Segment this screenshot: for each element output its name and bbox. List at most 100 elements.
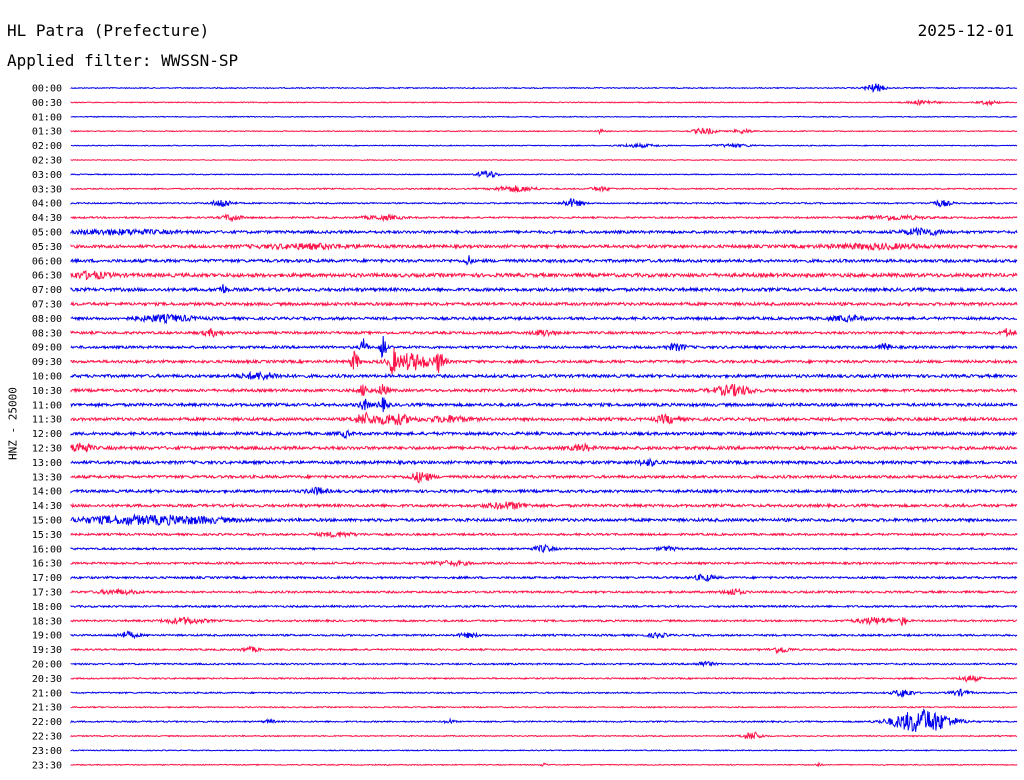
time-tick-label: 07:00 (32, 285, 62, 296)
time-tick-label: 21:30 (32, 703, 62, 714)
time-tick-label: 20:00 (32, 660, 62, 671)
trace-line (70, 604, 1018, 609)
trace-line (70, 559, 1018, 568)
time-tick-label: 18:00 (32, 602, 62, 613)
trace-line (70, 370, 1018, 381)
trace-line (70, 645, 1018, 655)
trace-line (70, 442, 1018, 453)
trace-line (70, 749, 1017, 752)
trace-line (70, 486, 1018, 497)
trace-line (70, 83, 1017, 94)
time-tick-label: 13:30 (32, 472, 62, 483)
trace-line (70, 731, 1017, 740)
trace-line (70, 213, 1018, 223)
time-tick-label: 00:00 (32, 84, 62, 95)
trace-line (70, 688, 1018, 698)
time-tick-label: 07:30 (32, 300, 62, 311)
time-tick-label: 22:00 (32, 717, 62, 728)
time-tick-label: 00:30 (32, 98, 62, 109)
time-tick-label: 03:30 (32, 184, 62, 195)
time-tick-label: 21:00 (32, 688, 62, 699)
trace-line (70, 660, 1018, 668)
time-tick-label: 11:00 (32, 400, 62, 411)
time-tick-label: 04:30 (32, 213, 62, 224)
trace-line (70, 313, 1018, 325)
time-tick-label: 13:00 (32, 458, 62, 469)
trace-line (70, 397, 1018, 413)
time-tick-label: 04:00 (32, 199, 62, 210)
time-tick-label: 08:00 (32, 314, 62, 325)
trace-line (70, 115, 1018, 118)
time-tick-label: 12:00 (32, 429, 62, 440)
trace-line (70, 616, 1018, 626)
trace-line (70, 457, 1018, 467)
filter-label: Applied filter: WWSSN-SP (7, 51, 239, 70)
trace-line (70, 630, 1018, 640)
time-tick-label: 06:00 (32, 256, 62, 267)
trace-line (70, 530, 1018, 539)
time-tick-label: 02:00 (32, 141, 62, 152)
trace-line (70, 127, 1018, 136)
time-tick-label: 19:30 (32, 645, 62, 656)
station-title: HL Patra (Prefecture) (7, 21, 210, 40)
trace-line (70, 300, 1018, 308)
trace-line (70, 98, 1018, 107)
trace-line (70, 705, 1018, 709)
trace-line (70, 411, 1018, 426)
time-tick-label: 03:00 (32, 170, 62, 181)
time-tick-label: 15:30 (32, 530, 62, 541)
trace-line (70, 501, 1018, 511)
trace-line (70, 270, 1018, 281)
trace-line (70, 226, 1018, 237)
time-tick-label: 06:30 (32, 271, 62, 282)
time-tick-label: 05:30 (32, 242, 62, 253)
trace-line (70, 761, 1018, 767)
date-label: 2025-12-01 (917, 21, 1014, 40)
trace-line (70, 708, 1018, 732)
time-tick-label: 14:30 (32, 501, 62, 512)
time-tick-label: 01:00 (32, 112, 62, 123)
trace-line (70, 429, 1018, 440)
time-tick-label: 05:00 (32, 228, 62, 239)
time-tick-label: 10:00 (32, 372, 62, 383)
trace-line (70, 471, 1017, 484)
time-tick-label: 22:30 (32, 732, 62, 743)
trace-line (70, 543, 1018, 554)
time-tick-label: 16:00 (32, 544, 62, 555)
time-tick-label: 17:30 (32, 588, 62, 599)
time-tick-label: 20:30 (32, 674, 62, 685)
time-tick-label: 11:30 (32, 415, 62, 426)
time-tick-label: 01:30 (32, 127, 62, 138)
trace-line (70, 170, 1018, 178)
trace-line (70, 198, 1018, 208)
time-tick-label: 12:30 (32, 444, 62, 455)
trace-line (70, 587, 1018, 596)
trace-line (70, 185, 1018, 194)
trace-line (70, 513, 1018, 527)
trace-line (70, 383, 1018, 397)
trace-line (70, 284, 1018, 294)
time-tick-label: 15:00 (32, 516, 62, 527)
time-tick-label: 09:30 (32, 357, 62, 368)
time-tick-label: 23:30 (32, 760, 62, 771)
time-tick-label: 19:00 (32, 631, 62, 642)
time-tick-label: 09:00 (32, 343, 62, 354)
trace-line (70, 573, 1018, 583)
time-tick-label: 23:00 (32, 746, 62, 757)
time-tick-label: 02:30 (32, 156, 62, 167)
trace-line (70, 327, 1018, 338)
time-tick-label: 16:30 (32, 559, 62, 570)
trace-line (70, 347, 1018, 375)
time-tick-label: 14:00 (32, 487, 62, 498)
trace-line (70, 675, 1018, 683)
trace-line (70, 241, 1018, 252)
trace-line (70, 255, 1018, 266)
time-tick-label: 08:30 (32, 328, 62, 339)
trace-line (70, 142, 1018, 149)
time-tick-label: 18:30 (32, 616, 62, 627)
trace-line (70, 158, 1018, 162)
trace-line (70, 335, 1018, 359)
time-tick-label: 10:30 (32, 386, 62, 397)
